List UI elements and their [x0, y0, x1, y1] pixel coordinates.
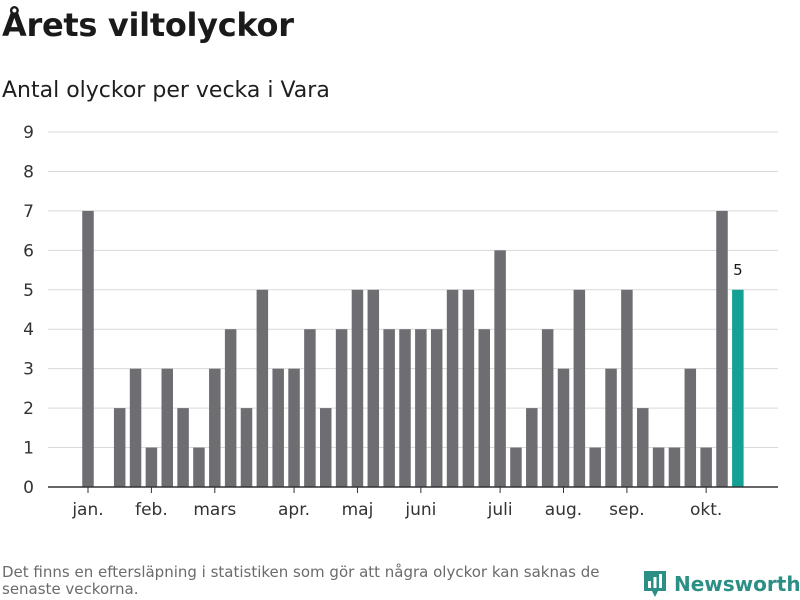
bar	[652, 447, 665, 487]
newsworthy-logo-icon	[644, 571, 666, 597]
bar	[383, 329, 395, 487]
x-tick-label: feb.	[135, 500, 168, 520]
bar	[684, 368, 697, 487]
y-tick-label: 0	[23, 478, 34, 498]
bar	[272, 368, 284, 487]
bar	[367, 289, 380, 487]
x-tick-label: mars	[193, 500, 236, 520]
bar	[351, 289, 364, 487]
bar	[621, 289, 633, 487]
bar	[177, 408, 189, 487]
x-tick-label: juni	[404, 500, 436, 520]
bar	[478, 329, 490, 487]
x-tick-label: sep.	[609, 500, 645, 520]
bar	[557, 368, 570, 487]
y-tick-label: 4	[23, 320, 34, 340]
bar	[573, 289, 586, 487]
bar-highlight	[732, 289, 744, 487]
x-tick-label: aug.	[545, 500, 582, 520]
bar	[510, 447, 522, 487]
bar	[700, 447, 712, 487]
bar	[415, 329, 427, 487]
y-tick-label: 9	[23, 123, 34, 143]
y-tick-label: 6	[23, 241, 34, 261]
x-tick-label: apr.	[278, 500, 310, 520]
footnote: Det finns en eftersläpning i statistiken…	[2, 563, 600, 598]
y-tick-label: 7	[23, 202, 34, 222]
bar	[129, 368, 142, 487]
bar	[605, 368, 617, 487]
bar	[446, 289, 459, 487]
bar	[209, 368, 221, 487]
y-tick-label: 5	[23, 281, 34, 301]
bar	[288, 368, 300, 487]
bar	[304, 329, 316, 487]
bar	[541, 329, 554, 487]
bar	[589, 447, 601, 487]
data-label: 5	[733, 261, 743, 279]
bar	[224, 329, 237, 487]
bar	[399, 329, 411, 487]
bar	[526, 408, 538, 487]
y-tick-label: 2	[23, 399, 34, 419]
brand-name: Newsworthy	[674, 572, 800, 596]
y-tick-label: 3	[23, 360, 34, 380]
bar	[637, 408, 649, 487]
bar	[335, 329, 348, 487]
y-tick-label: 1	[23, 439, 34, 459]
brand-logo[interactable]: Newsworthy	[642, 569, 800, 599]
bar	[240, 408, 253, 487]
bar	[494, 250, 506, 487]
chart-subtitle: Antal olyckor per vecka i Vara	[2, 78, 330, 103]
x-tick-label: jan.	[71, 500, 103, 520]
bar	[82, 210, 94, 487]
chart-title: Årets viltolyckor	[2, 6, 294, 44]
bar	[256, 289, 269, 487]
bar	[716, 210, 728, 487]
x-tick-label: juli	[487, 500, 513, 520]
x-tick-label: okt.	[690, 500, 722, 520]
bar	[113, 408, 126, 487]
bar	[145, 447, 158, 487]
x-tick-label: maj	[342, 500, 374, 520]
bar	[193, 447, 205, 487]
bar	[462, 289, 475, 487]
y-tick-label: 8	[23, 162, 34, 182]
bar	[161, 368, 173, 487]
bar	[430, 329, 443, 487]
bar	[320, 408, 332, 487]
bar	[668, 447, 681, 487]
